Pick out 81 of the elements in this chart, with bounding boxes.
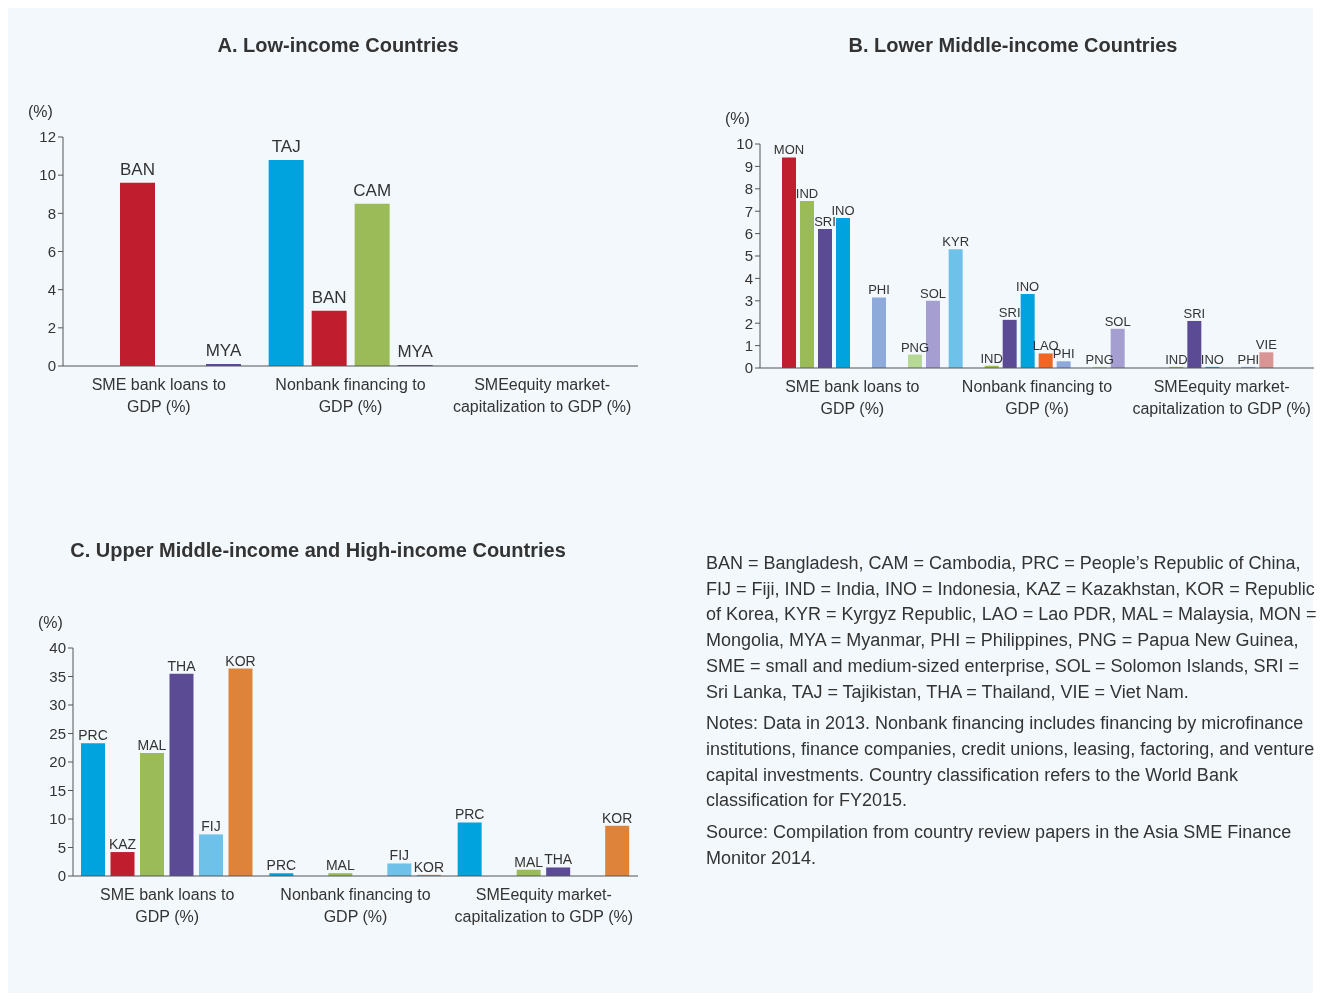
y-axis-title: (%) [38,614,63,632]
y-axis-title: (%) [28,103,53,121]
y-tick-label: 6 [744,224,753,242]
text: INO [1016,279,1040,295]
y-tick-label: 10 [49,810,66,828]
series-label: KOR [413,858,445,875]
text: MAL [137,736,167,753]
y-tick-label: 4 [744,269,753,287]
series-label: KAZ [108,836,137,853]
y-tick-label: 15 [49,781,66,799]
text: INO [1200,351,1224,367]
x-tick-label: Nonbank financing to GDP (%) [961,378,1113,417]
x-tick-label: Nonbank financing to GDP (%) [280,886,431,925]
series-label: TAJ [271,136,301,156]
text: BAN = Bangladesh, CAM = Cambodia, PRC = People’s Republic of China, FIJ = Fiji, IND = India, INO = Indonesia, KAZ = Kazakhstan, KOR = Republic of Korea, KYR = Kyrgyz Republic, LAO = Lao PDR, MAL = Malaysia, MON = Mongolia, MYA = Myanmar, PHI = Philippines, PNG = Papua New Guinea, SME = small and medium-sized enterprise, SOL = Solomon Islands, SRI = Sri Lanka, TAJ = Tajikistan, THA = Thailand, VIE = Viet Nam. [706,552,1318,704]
text: SOL [919,285,947,301]
text: KOR [601,809,633,826]
y-tick-label: 1 [744,336,753,354]
y-tick-label: 3 [744,292,753,310]
y-tick-label: 5 [57,838,66,856]
series-label: MAL [325,857,355,874]
chart-title: B. Lower Middle-income Countries [847,34,1179,57]
series-label: THA [167,657,197,674]
text: THA [544,851,573,868]
y-tick-label: 12 [39,128,56,146]
series-label: MYA [397,342,434,362]
y-tick-label: 25 [49,724,66,742]
y-tick-label: 2 [744,314,753,332]
chart-title: A. Low-income Countries [216,34,460,57]
chart-title: C. Upper Middle-income and High-income Countries [69,539,567,562]
text: IND [795,186,819,202]
y-tick-label: 0 [744,359,753,377]
y-tick-label: 20 [49,753,66,771]
x-tick-label: SMEequity market-capitalization to GDP (%) [1132,378,1311,417]
text: MAL [514,853,544,870]
y-tick-label: 8 [47,204,56,222]
series-label: SOL [1104,313,1131,329]
series-label: MON [773,142,805,158]
y-tick-label: 4 [47,280,56,298]
y-tick-label: 2 [47,319,56,337]
text: KOR [225,652,256,669]
text: PHI [1237,351,1260,367]
y-tick-label: 10 [736,135,753,153]
series-label: BAN [120,159,155,179]
y-axis-title: (%) [725,110,750,128]
y-tick-label: 30 [49,696,66,714]
y-tick-label: 5 [744,247,753,265]
series-label: FIJ [201,818,221,835]
y-tick-label: 0 [47,357,56,375]
source-note: Source: Compilation from country review papers in the Asia SME Finance Monitor 2014. [706,821,1293,870]
x-tick-label: SMEequity market-capitalization to GDP (%) [452,376,632,415]
series-label: SRI [1183,305,1206,321]
y-tick-label: 8 [744,180,753,198]
text: PNG [900,339,930,355]
x-tick-label: SME bank loans to GDP (%) [785,378,920,417]
text: BAN [311,287,347,307]
x-tick-label: Nonbank financing to GDP (%) [275,376,426,415]
text: FIJ [389,847,410,864]
text: SRI [998,304,1021,320]
series-label: IND [1165,351,1188,367]
text: IND [980,350,1003,366]
y-tick-label: 35 [49,667,66,685]
series-label: VIE [1255,337,1278,353]
series-label: CAM [353,180,392,200]
x-tick-label: SME bank loans to GDP (%) [91,376,227,415]
y-tick-label: 7 [744,202,753,220]
text: PRC [454,806,485,823]
text: PHI [868,282,890,298]
y-tick-label: 0 [57,867,66,885]
series-label: KYR [942,234,970,250]
y-tick-label: 10 [39,166,56,184]
y-tick-label: 9 [744,157,753,175]
series-label: PNG [1085,351,1114,367]
series-label: PRC [266,857,297,874]
text: PRC [78,727,108,744]
y-tick-label: 40 [49,639,66,657]
y-tick-label: 6 [47,242,56,260]
text: MYA [205,341,242,361]
x-tick-label: SME bank loans to GDP (%) [100,886,235,925]
text: Notes: Data in 2013. Nonbank financing includes financing by microfinance institutions, finance companies, credit unions, leasing, factoring, and venture capital investments. Country classification refers to the World Bank classification for FY2015. [706,712,1316,813]
x-tick-label: SMEequity market-capitalization to GDP (%) [454,886,634,925]
